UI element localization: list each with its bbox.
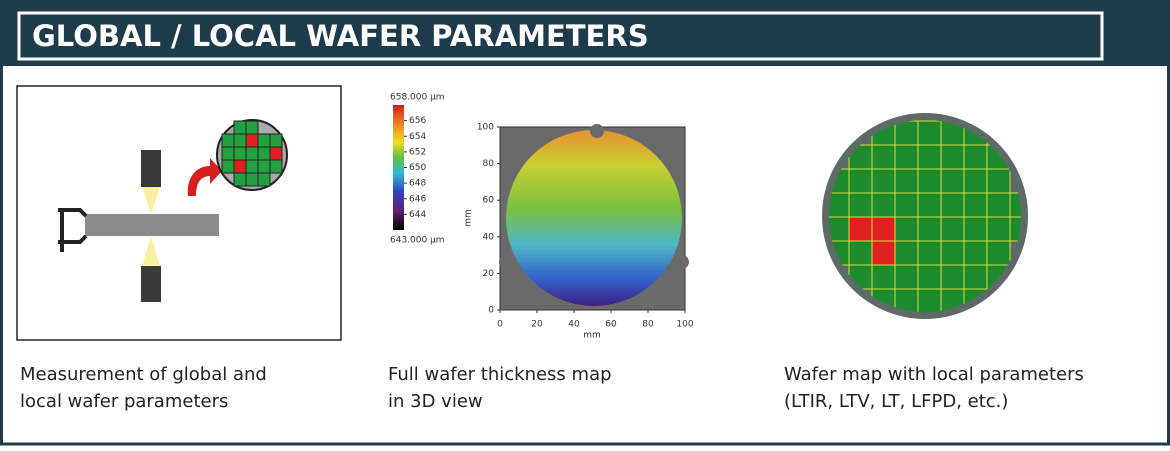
die: [917, 144, 942, 170]
title-box: [17, 11, 1104, 61]
die: [917, 216, 942, 242]
x-tick-label: 80: [642, 320, 654, 330]
die: [940, 144, 965, 170]
colorbar-tick-label: 650: [409, 163, 426, 173]
colorbar-max: 658.000 µm: [390, 93, 445, 103]
caption: Measurement of global and: [20, 364, 267, 385]
die: [894, 120, 919, 146]
die: [940, 264, 965, 290]
die: [894, 144, 919, 170]
die: [848, 168, 873, 194]
die: [917, 168, 942, 194]
die: [963, 168, 988, 194]
x-axis-label: mm: [583, 331, 601, 341]
die: [940, 168, 965, 194]
die: [940, 240, 965, 266]
y-axis-label: mm: [464, 209, 474, 227]
die: [986, 168, 1011, 194]
x-tick-label: 100: [676, 320, 693, 330]
title: GLOBAL / LOCAL WAFER PARAMETERS: [32, 19, 649, 53]
die: [848, 216, 873, 242]
x-tick-label: 60: [605, 320, 617, 330]
die: [917, 120, 942, 146]
die: [871, 192, 896, 218]
die: [894, 216, 919, 242]
die: [986, 240, 1011, 266]
die: [940, 192, 965, 218]
die: [986, 192, 1011, 218]
die: [963, 144, 988, 170]
die: [917, 192, 942, 218]
die: [848, 240, 873, 266]
die: [871, 240, 896, 266]
die: [917, 288, 942, 312]
caption: Full wafer thickness map: [388, 364, 612, 385]
caption: (LTIR, LTV, LT, LFPD, etc.): [784, 391, 1008, 412]
colorbar-tick-label: 646: [409, 194, 426, 204]
die: [963, 192, 988, 218]
caption: Wafer map with local parameters: [784, 364, 1084, 385]
colorbar-tick-label: 652: [409, 147, 426, 157]
colorbar-tick-label: 648: [409, 179, 426, 189]
die: [871, 144, 896, 170]
die: [917, 264, 942, 290]
die: [848, 192, 873, 218]
die: [963, 240, 988, 266]
die: [894, 240, 919, 266]
die: [871, 216, 896, 242]
colorbar: [393, 105, 404, 230]
die: [917, 240, 942, 266]
y-tick-label: 60: [483, 196, 495, 206]
die: [963, 216, 988, 242]
colorbar-tick-label: 656: [409, 116, 426, 126]
colorbar-min: 643.000 µm: [390, 236, 445, 246]
y-tick-label: 40: [483, 232, 495, 242]
die: [871, 264, 896, 290]
thickness-wafer: [499, 124, 689, 306]
x-tick-label: 20: [531, 320, 543, 330]
die: [1009, 216, 1021, 242]
colorbar-tick-label: 644: [409, 210, 426, 220]
caption: in 3D view: [388, 391, 483, 412]
y-tick-label: 100: [477, 123, 494, 133]
colorbar-tick-label: 654: [409, 132, 426, 142]
die: [1009, 192, 1021, 218]
die: [894, 192, 919, 218]
die: [894, 168, 919, 194]
die: [894, 264, 919, 290]
caption: local wafer parameters: [20, 391, 228, 412]
y-tick-label: 80: [483, 159, 495, 169]
die: [940, 216, 965, 242]
measurement-illustration: [16, 85, 342, 341]
x-tick-label: 0: [497, 320, 503, 330]
die: [871, 168, 896, 194]
die: [986, 216, 1011, 242]
y-tick-label: 20: [483, 269, 495, 279]
header-band: [0, 0, 1170, 66]
die: [963, 264, 988, 290]
y-tick-label: 0: [488, 306, 494, 316]
x-tick-label: 40: [568, 320, 580, 330]
